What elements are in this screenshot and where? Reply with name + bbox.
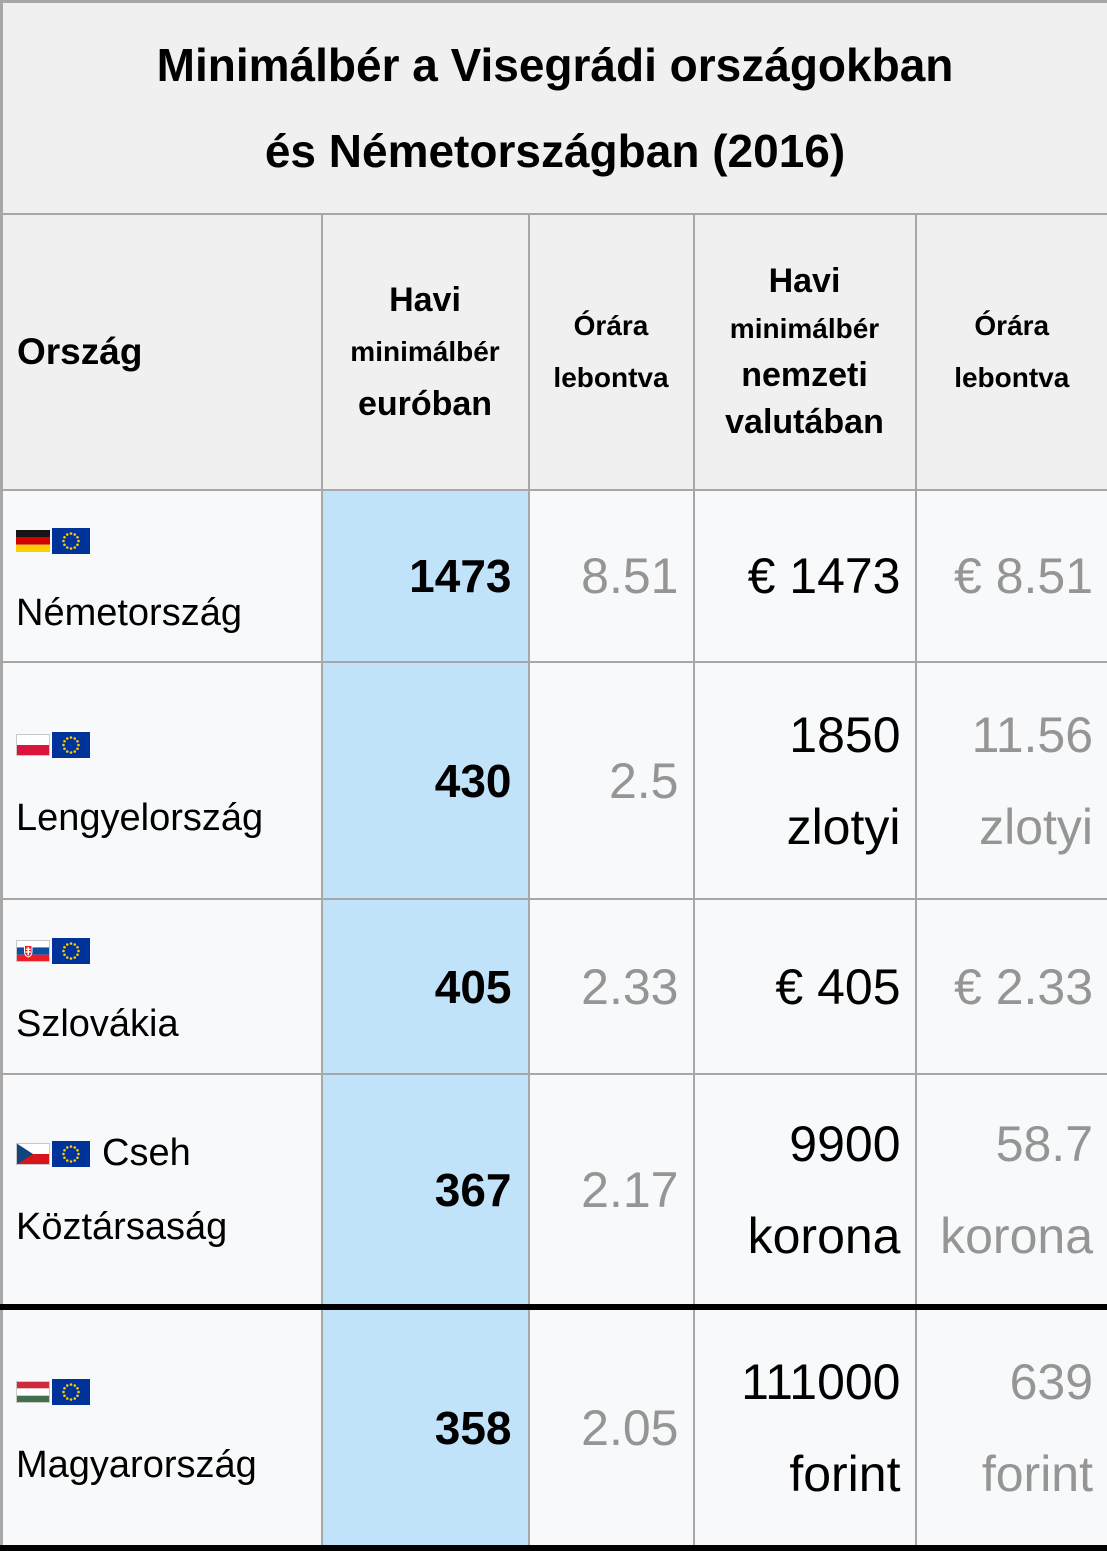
country-name: Lengyelország [16, 781, 315, 855]
poland-flag-icon [16, 734, 50, 756]
table-row-germany: Németország 1473 8.51 € 1473 € 8.51 [2, 490, 1107, 662]
national-hourly-cell: 58.7 korona [916, 1074, 1107, 1307]
country-name: Németország [16, 576, 315, 650]
national-monthly-cell: 9900 korona [694, 1074, 916, 1307]
country-cell-hungary: Magyarország [2, 1307, 322, 1548]
euro-monthly-cell: 405 [322, 899, 529, 1074]
table-row-hungary: Magyarország 358 2.05 111000 forint 639 … [2, 1307, 1107, 1548]
euro-hourly-cell: 8.51 [529, 490, 694, 662]
column-header-euro-monthly: Havi minimálbér euróban [322, 214, 529, 490]
table-title-row: Minimálbér a Visegrádi országokban és Né… [2, 2, 1107, 215]
column-header-row: Ország Havi minimálbér euróban Órára leb… [2, 214, 1107, 490]
country-cell-slovakia: Szlovákia [2, 899, 322, 1074]
country-cell-czech-republic: Cseh Köztársaság [2, 1074, 322, 1307]
eu-flag-icon [52, 1379, 90, 1405]
euro-monthly-cell: 367 [322, 1074, 529, 1307]
national-hourly-cell: 11.56 zlotyi [916, 662, 1107, 899]
national-monthly-cell: 1850 zlotyi [694, 662, 916, 899]
euro-hourly-cell: 2.05 [529, 1307, 694, 1548]
column-header-national-monthly: Havi minimálbér nemzeti valutában [694, 214, 916, 490]
table-row-slovakia: Szlovákia 405 2.33 € 405 € 2.33 [2, 899, 1107, 1074]
slovakia-flag-icon [16, 940, 50, 962]
column-header-national-hourly: Órára lebontva [916, 214, 1107, 490]
national-monthly-cell: 111000 forint [694, 1307, 916, 1548]
national-hourly-cell: € 8.51 [916, 490, 1107, 662]
country-name: Szlovákia [16, 987, 315, 1061]
column-header-country: Ország [2, 214, 322, 490]
germany-flag-icon [16, 530, 50, 552]
table-title: Minimálbér a Visegrádi országokban és Né… [2, 2, 1107, 215]
table-row-czech-republic: Cseh Köztársaság 367 2.17 9900 korona 58… [2, 1074, 1107, 1307]
national-hourly-cell: 639 forint [916, 1307, 1107, 1548]
national-monthly-cell: € 1473 [694, 490, 916, 662]
euro-hourly-cell: 2.33 [529, 899, 694, 1074]
table-row-poland: Lengyelország 430 2.5 1850 zlotyi 11.56 … [2, 662, 1107, 899]
country-name: Magyarország [16, 1428, 315, 1502]
czech-flag-icon [16, 1143, 50, 1165]
euro-hourly-cell: 2.5 [529, 662, 694, 899]
euro-monthly-cell: 358 [322, 1307, 529, 1548]
national-hourly-cell: € 2.33 [916, 899, 1107, 1074]
eu-flag-icon [52, 1141, 90, 1167]
eu-flag-icon [52, 732, 90, 758]
country-cell-poland: Lengyelország [2, 662, 322, 899]
eu-flag-icon [52, 528, 90, 554]
euro-monthly-cell: 430 [322, 662, 529, 899]
euro-monthly-cell: 1473 [322, 490, 529, 662]
euro-hourly-cell: 2.17 [529, 1074, 694, 1307]
national-monthly-cell: € 405 [694, 899, 916, 1074]
country-cell-germany: Németország [2, 490, 322, 662]
country-name: Köztársaság [16, 1190, 315, 1264]
column-header-euro-hourly: Órára lebontva [529, 214, 694, 490]
table-title-line1: Minimálbér a Visegrádi országokban [4, 22, 1106, 108]
country-name-inline: Cseh [102, 1132, 191, 1174]
eu-flag-icon [52, 938, 90, 964]
table-title-line2: és Németországban (2016) [4, 108, 1106, 194]
hungary-flag-icon [16, 1381, 50, 1403]
